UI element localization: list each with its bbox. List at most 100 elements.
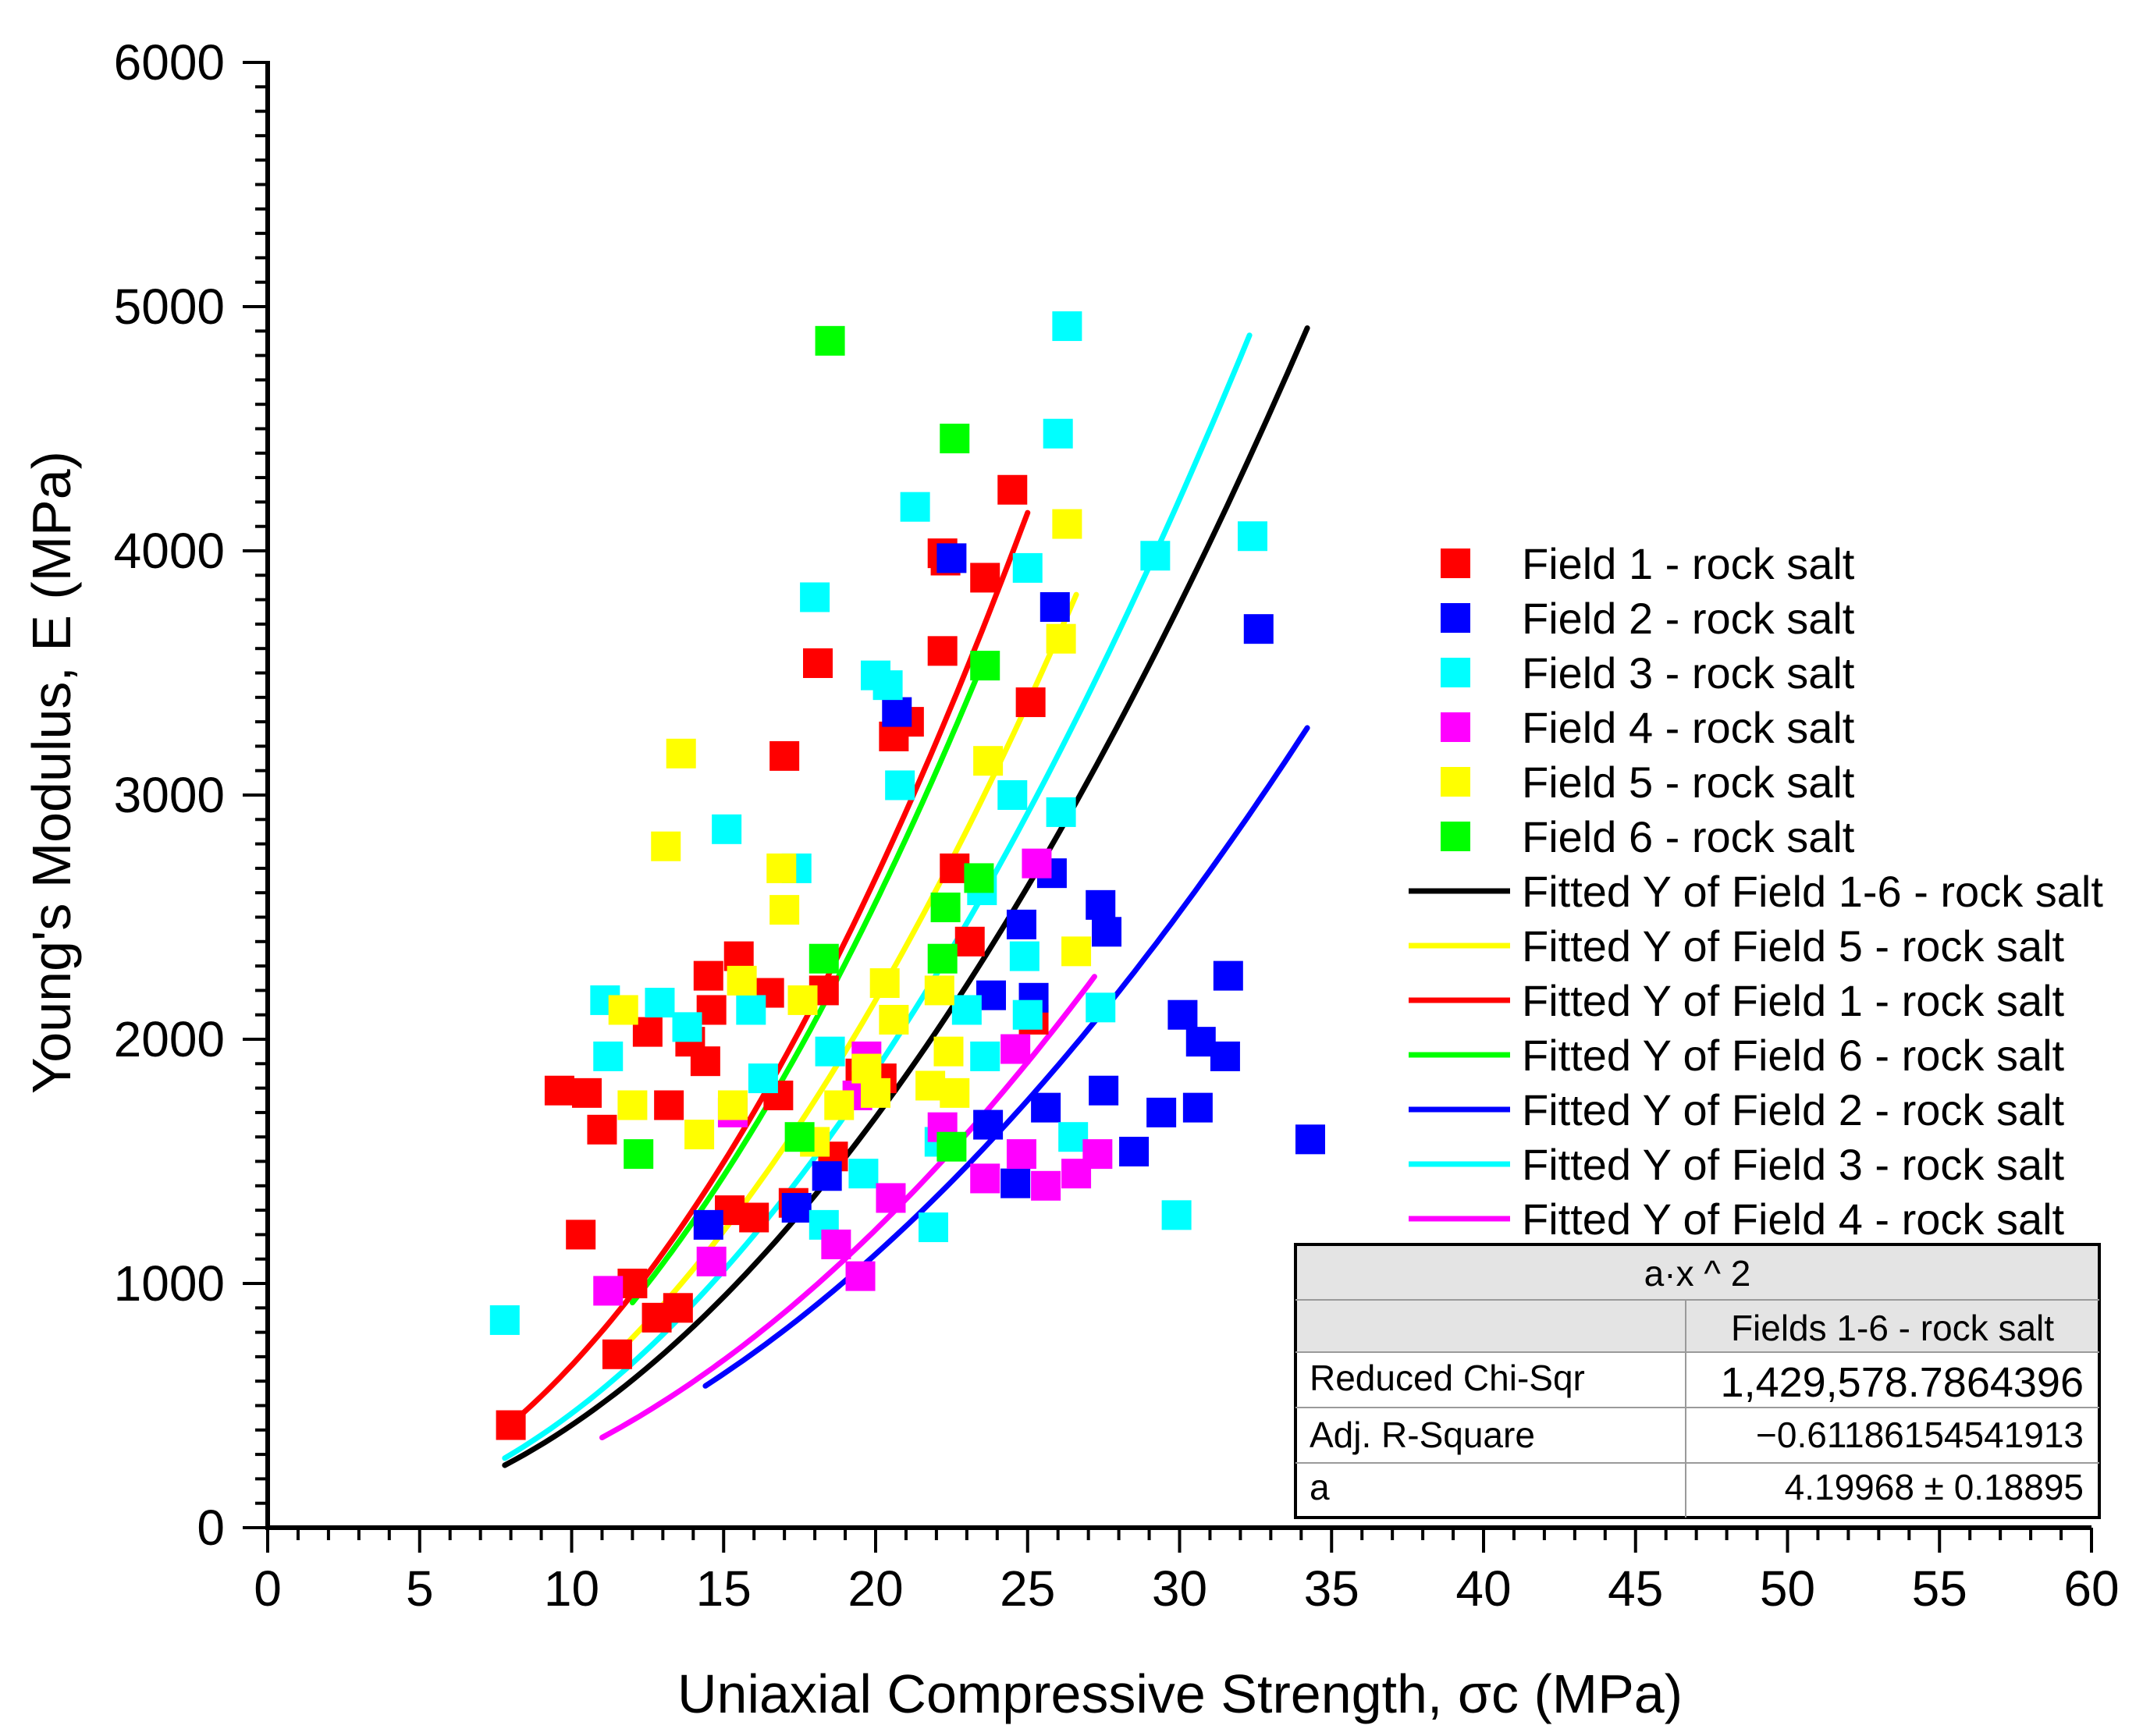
data-point xyxy=(940,1077,970,1108)
data-point xyxy=(848,1159,879,1189)
y-tick-label: 2000 xyxy=(114,1011,225,1067)
data-point xyxy=(879,1004,909,1035)
data-point xyxy=(940,424,970,454)
data-point xyxy=(815,325,845,356)
data-point xyxy=(970,1041,1000,1071)
data-point xyxy=(882,697,912,727)
data-point xyxy=(1012,552,1043,583)
legend-label: Field 1 - rock salt xyxy=(1522,539,1855,588)
fit-table-row-label: Reduced Chi-Sqr xyxy=(1310,1358,1585,1398)
data-point xyxy=(800,582,830,612)
legend-marker xyxy=(1441,658,1470,687)
data-points xyxy=(489,311,1325,1440)
data-point xyxy=(1237,521,1267,552)
data-point xyxy=(1052,311,1082,342)
data-point xyxy=(1052,509,1082,539)
data-point xyxy=(693,1209,723,1240)
data-point xyxy=(1243,614,1274,644)
data-point xyxy=(1046,797,1076,827)
data-point xyxy=(784,1122,815,1152)
data-point xyxy=(1086,992,1116,1023)
legend-label: Fitted Y of Field 1 - rock salt xyxy=(1522,976,2065,1025)
data-point xyxy=(566,1219,596,1250)
legend-label: Field 2 - rock salt xyxy=(1522,594,1855,643)
data-point xyxy=(587,1114,617,1145)
data-point xyxy=(717,1090,748,1120)
data-point xyxy=(684,1120,715,1150)
y-tick-label: 4000 xyxy=(114,523,225,579)
data-point xyxy=(654,1090,684,1120)
data-point xyxy=(845,1261,876,1291)
data-point xyxy=(936,543,967,573)
data-point xyxy=(651,831,681,861)
data-point xyxy=(802,648,833,678)
data-point xyxy=(602,1339,632,1369)
data-point xyxy=(712,814,742,844)
data-point xyxy=(690,1046,720,1077)
fit-table-row-label: Adj. R-Square xyxy=(1310,1415,1535,1455)
data-point xyxy=(997,780,1028,810)
data-point xyxy=(1006,1139,1036,1170)
x-tick-label: 0 xyxy=(254,1560,282,1617)
data-point xyxy=(970,563,1000,593)
x-tick-label: 55 xyxy=(1912,1560,1967,1617)
data-point xyxy=(809,943,839,974)
fit-line xyxy=(629,669,982,1305)
data-point xyxy=(781,1192,812,1223)
data-point xyxy=(861,1077,890,1108)
data-point xyxy=(1061,936,1092,967)
data-point xyxy=(1006,909,1036,939)
x-tick-label: 50 xyxy=(1760,1560,1815,1617)
data-point xyxy=(769,895,800,925)
data-point xyxy=(1040,591,1070,622)
data-point xyxy=(919,1212,949,1243)
data-point xyxy=(571,1077,602,1108)
data-point xyxy=(936,1131,967,1162)
data-point xyxy=(821,1229,851,1259)
data-point xyxy=(1043,418,1073,449)
fit-table-row-value: 4.19968 ± 0.18895 xyxy=(1785,1467,2084,1507)
data-point xyxy=(869,968,900,999)
fit-line xyxy=(702,725,1310,1389)
data-point xyxy=(1022,848,1052,879)
data-point xyxy=(696,1246,727,1276)
y-tick-label: 3000 xyxy=(114,767,225,823)
data-point xyxy=(727,965,757,996)
y-tick-label: 0 xyxy=(197,1500,225,1556)
data-point xyxy=(666,738,696,769)
data-point xyxy=(1046,623,1076,654)
x-tick-label: 60 xyxy=(2063,1560,2119,1617)
data-point xyxy=(787,985,818,1015)
data-point xyxy=(997,474,1028,505)
data-point xyxy=(624,1139,654,1170)
data-point xyxy=(736,995,766,1025)
data-point xyxy=(872,670,903,701)
data-point xyxy=(693,960,723,991)
x-tick-label: 40 xyxy=(1455,1560,1511,1617)
y-axis-title: Young's Modulus, E (MPa) xyxy=(21,451,82,1094)
legend-label: Field 6 - rock salt xyxy=(1522,812,1855,861)
legend-label: Fitted Y of Field 1-6 - rock salt xyxy=(1522,867,2103,916)
fit-line xyxy=(502,325,1310,1468)
data-point xyxy=(930,892,961,922)
data-point xyxy=(1082,1139,1113,1170)
legend-label: Fitted Y of Field 6 - rock salt xyxy=(1522,1031,2065,1080)
data-point xyxy=(489,1305,520,1335)
data-point xyxy=(1089,1075,1119,1106)
data-point xyxy=(496,1410,526,1440)
y-tick-label: 1000 xyxy=(114,1255,225,1312)
data-point xyxy=(1012,999,1043,1030)
data-point xyxy=(739,1202,769,1233)
data-point xyxy=(1086,889,1116,920)
legend-marker xyxy=(1441,603,1470,633)
data-point xyxy=(824,1090,855,1120)
legend-label: Fitted Y of Field 5 - rock salt xyxy=(1522,921,2065,971)
legend-label: Fitted Y of Field 3 - rock salt xyxy=(1522,1140,2065,1189)
data-point xyxy=(970,1163,1000,1194)
data-point xyxy=(1161,1200,1192,1230)
legend-marker xyxy=(1441,548,1470,578)
data-point xyxy=(766,853,797,883)
data-point xyxy=(1167,999,1198,1030)
data-point xyxy=(927,943,958,974)
